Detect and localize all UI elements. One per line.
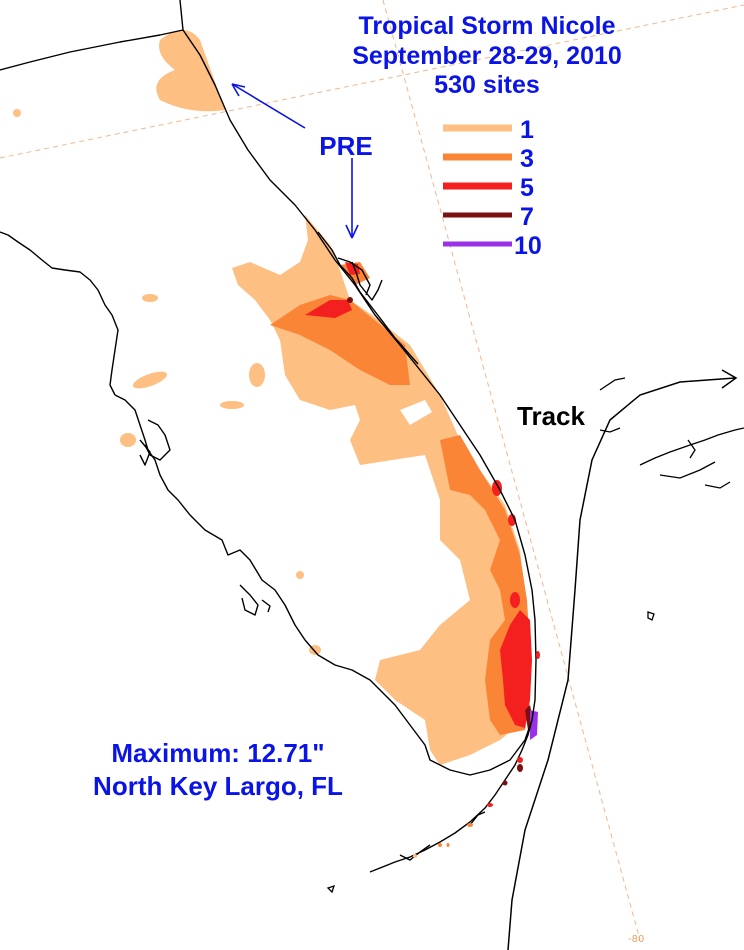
legend-label-5: 5	[520, 174, 534, 202]
rainfall-contour-1	[13, 30, 530, 765]
longitude-tick-label: -80	[628, 934, 644, 945]
dry-areas	[383, 400, 432, 536]
map-title-line2: September 28-29, 2010	[352, 42, 622, 70]
keys-rainfall	[413, 651, 540, 858]
storm-track	[507, 369, 738, 950]
coastline	[0, 0, 537, 776]
map-title-line3: 530 sites	[434, 71, 540, 99]
legend-label-1: 1	[520, 116, 534, 144]
rainfall-contour-5	[305, 262, 532, 728]
maximum-location: North Key Largo, FL	[93, 771, 343, 801]
maximum-value: Maximum: 12.71"	[111, 738, 324, 768]
track-label: Track	[517, 401, 585, 431]
legend-label-7: 7	[520, 203, 534, 231]
pre-label: PRE	[319, 131, 372, 161]
legend-label-3: 3	[520, 145, 534, 173]
pre-arrows	[231, 83, 359, 239]
map-title-line1: Tropical Storm Nicole	[358, 12, 615, 40]
bahamas-islands	[326, 377, 744, 894]
legend-label-10: 10	[514, 232, 542, 260]
legend: 1 3 5 7 10	[443, 116, 542, 260]
